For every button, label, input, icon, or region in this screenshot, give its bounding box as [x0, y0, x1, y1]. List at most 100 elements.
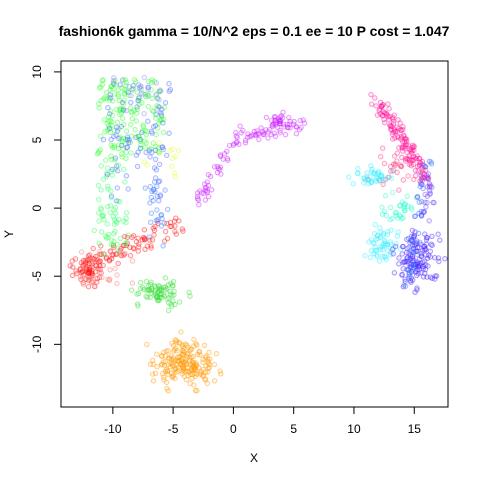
data-point	[154, 183, 160, 190]
data-point	[147, 184, 154, 190]
data-point	[218, 171, 224, 177]
data-point	[180, 360, 187, 366]
data-point	[269, 123, 276, 130]
data-point	[98, 270, 104, 276]
data-point	[365, 181, 371, 187]
data-point	[148, 87, 154, 93]
data-point	[411, 176, 417, 183]
data-point	[145, 283, 152, 289]
data-point	[163, 348, 169, 354]
data-point	[390, 129, 396, 136]
data-point	[87, 269, 93, 276]
x-axis-label: X	[250, 451, 258, 465]
data-point	[206, 349, 212, 356]
data-point	[380, 113, 386, 119]
data-point	[388, 204, 394, 211]
data-point	[379, 103, 385, 110]
data-point	[423, 262, 429, 268]
data-point	[167, 87, 174, 93]
data-point	[411, 147, 417, 153]
data-point	[368, 248, 374, 254]
data-point	[142, 144, 148, 150]
data-point	[367, 174, 373, 180]
data-point	[171, 367, 178, 373]
data-point	[203, 363, 209, 369]
data-point	[391, 112, 397, 118]
data-point	[80, 280, 86, 286]
data-point	[379, 244, 385, 250]
data-point	[200, 356, 206, 362]
data-point	[117, 248, 123, 255]
data-point	[173, 345, 179, 352]
data-point	[205, 360, 212, 366]
data-point	[171, 292, 177, 298]
data-point	[372, 247, 379, 254]
data-point	[427, 254, 433, 260]
data-point	[366, 239, 372, 245]
data-point	[416, 267, 422, 273]
data-point	[368, 163, 374, 169]
data-point	[407, 278, 414, 284]
data-point	[178, 358, 185, 365]
data-point	[145, 118, 151, 124]
data-point	[151, 165, 158, 171]
data-point	[382, 242, 388, 249]
data-point	[407, 252, 414, 258]
data-point	[277, 120, 283, 127]
data-point	[400, 177, 406, 183]
data-point	[91, 227, 98, 234]
data-point	[165, 206, 171, 213]
data-point	[129, 234, 135, 241]
data-point	[113, 132, 119, 138]
data-point	[123, 215, 129, 222]
data-point	[159, 215, 165, 222]
data-point	[149, 130, 155, 136]
data-point	[157, 283, 163, 289]
data-point	[410, 267, 416, 273]
data-point	[111, 81, 117, 87]
data-point	[149, 77, 155, 83]
data-point	[415, 261, 421, 268]
data-point	[170, 355, 177, 361]
data-point	[106, 94, 112, 101]
data-point	[286, 114, 292, 121]
data-point	[376, 168, 382, 175]
data-point	[418, 253, 425, 259]
data-point	[117, 134, 123, 140]
data-point	[173, 215, 179, 221]
data-point	[168, 301, 174, 307]
data-point	[136, 85, 143, 91]
data-point	[297, 117, 303, 124]
data-point	[192, 373, 199, 380]
data-point	[394, 169, 400, 176]
data-point	[137, 285, 144, 292]
data-point	[233, 140, 240, 146]
data-point	[400, 124, 406, 130]
data-point	[192, 364, 198, 371]
data-point	[89, 261, 95, 267]
data-point	[418, 213, 425, 219]
data-point	[428, 241, 434, 247]
data-point	[383, 176, 389, 183]
data-point	[417, 183, 423, 190]
data-point	[103, 89, 110, 96]
data-point	[215, 165, 222, 172]
data-point	[115, 198, 121, 204]
data-point	[380, 181, 386, 188]
data-point	[404, 236, 410, 243]
data-point	[149, 287, 155, 293]
data-point	[406, 157, 413, 163]
data-point	[204, 189, 211, 196]
data-point	[166, 130, 172, 136]
data-point	[81, 272, 87, 278]
data-point	[416, 159, 423, 165]
data-point	[277, 117, 283, 124]
data-point	[382, 120, 388, 126]
data-point	[103, 255, 110, 262]
data-point	[209, 187, 215, 193]
data-point	[381, 116, 387, 123]
data-point	[188, 346, 195, 352]
data-point	[171, 347, 178, 353]
data-point	[142, 127, 149, 134]
data-point	[121, 121, 127, 128]
